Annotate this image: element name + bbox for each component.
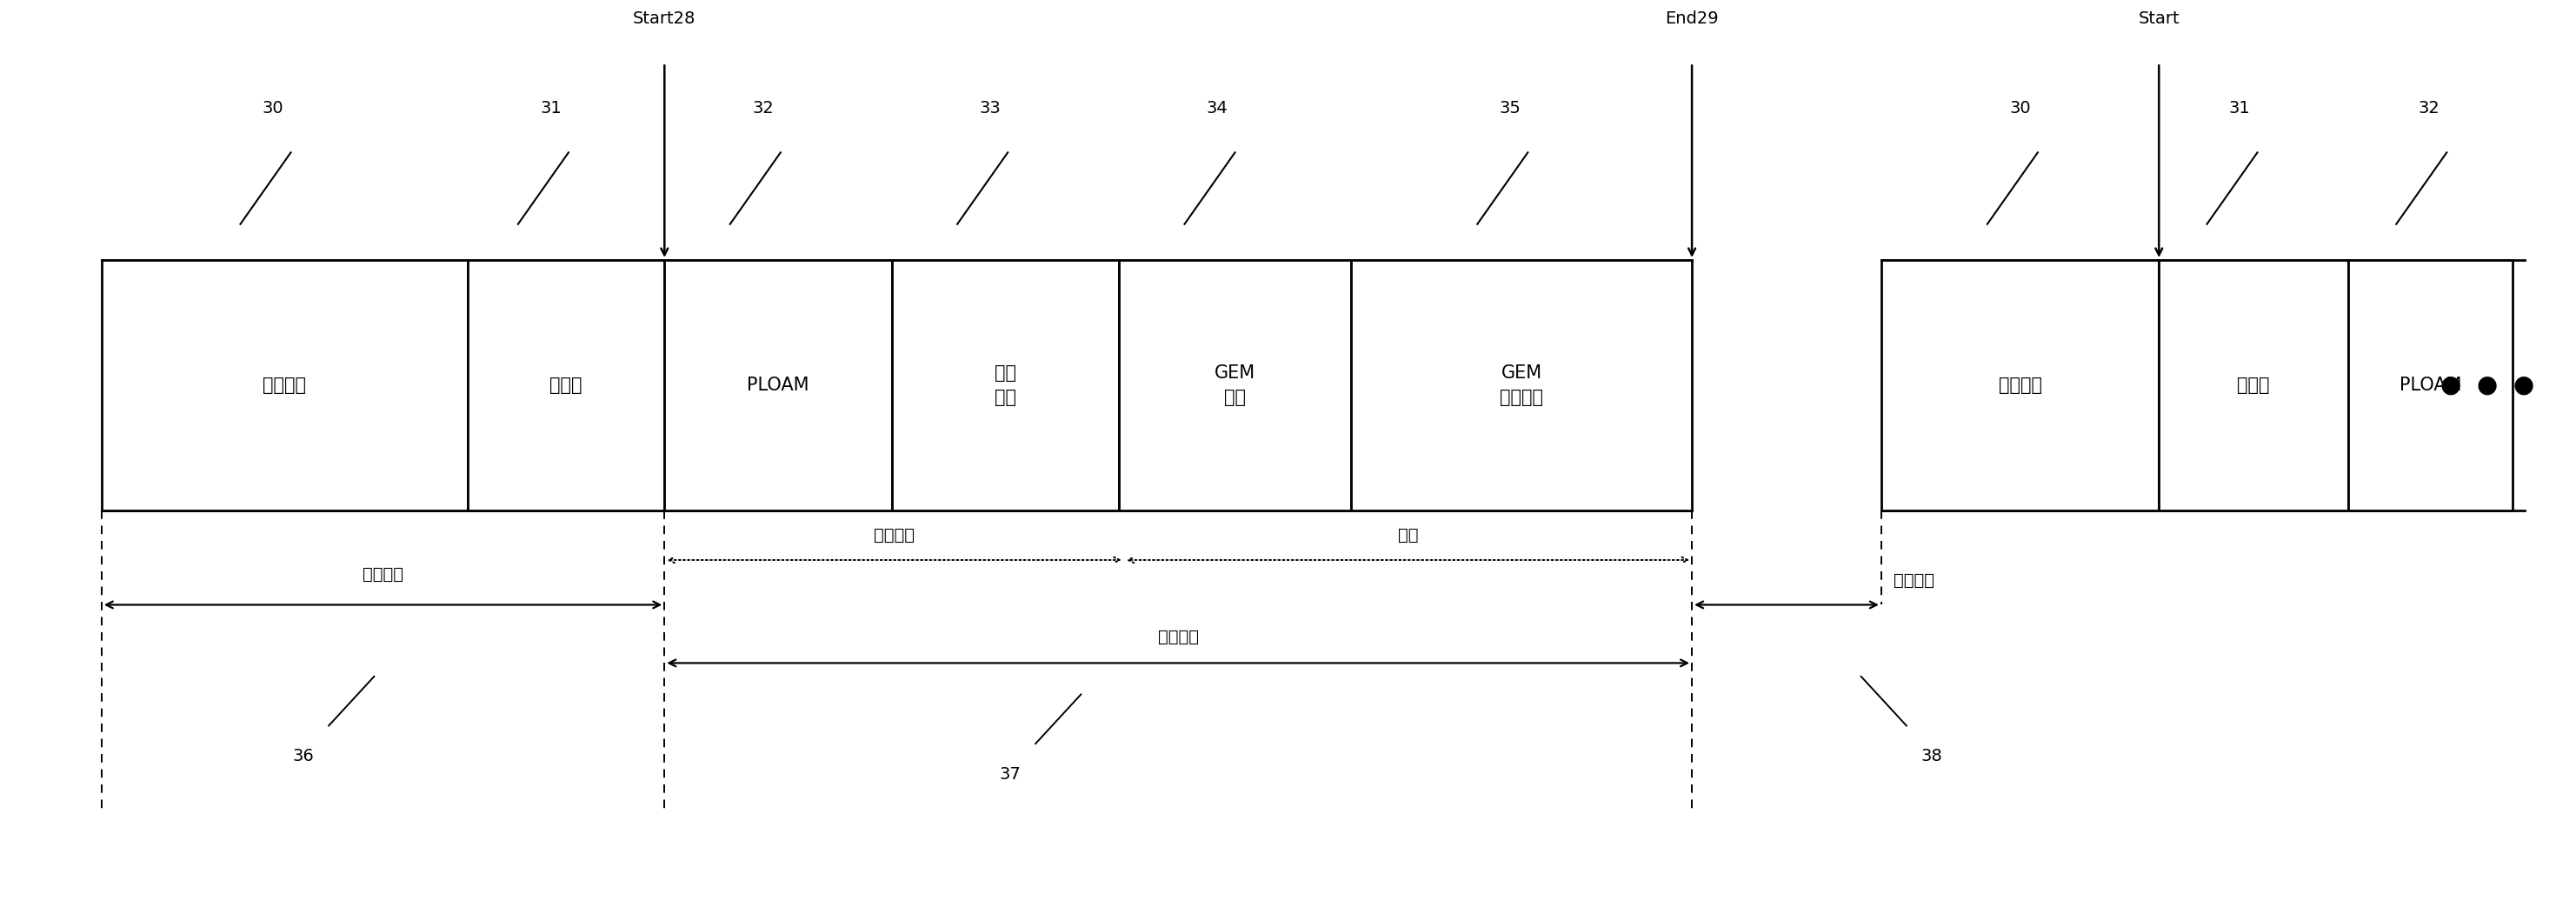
Text: 36: 36 [294, 748, 314, 765]
Text: 32: 32 [752, 101, 773, 117]
Text: Start: Start [2138, 11, 2179, 27]
Text: 突发开销: 突发开销 [363, 566, 404, 582]
Text: 定界符: 定界符 [2239, 377, 2269, 394]
Text: 保护时间: 保护时间 [1893, 572, 1935, 589]
Text: End29: End29 [1664, 11, 1718, 27]
Bar [469, 260, 665, 511]
Bar [2349, 260, 2512, 511]
Bar [1350, 260, 1692, 511]
Text: GEM
有效负荷: GEM 有效负荷 [1499, 365, 1543, 406]
Bar [891, 260, 1118, 511]
Bar [1880, 260, 2159, 511]
Bar [1118, 260, 1350, 511]
Text: PLOAM: PLOAM [747, 377, 809, 394]
Text: 31: 31 [541, 101, 562, 117]
Text: GEM
报头: GEM 报头 [1213, 365, 1255, 406]
Text: 30: 30 [263, 101, 283, 117]
Text: 前同步码: 前同步码 [263, 377, 307, 394]
Bar [100, 260, 469, 511]
Text: 32: 32 [2419, 101, 2439, 117]
Text: 34: 34 [1206, 101, 1229, 117]
Text: 35: 35 [1499, 101, 1520, 117]
Text: ●  ●  ●: ● ● ● [2439, 373, 2535, 398]
Bar [665, 260, 891, 511]
Text: 信号: 信号 [1399, 527, 1419, 544]
Text: PLOAM: PLOAM [2398, 377, 2463, 394]
Text: 38: 38 [1922, 748, 1942, 765]
Text: 控制信号: 控制信号 [873, 527, 914, 544]
Text: 31: 31 [2228, 101, 2251, 117]
Text: 突发数据: 突发数据 [1157, 629, 1198, 645]
Text: Start28: Start28 [634, 11, 696, 27]
Text: 33: 33 [979, 101, 1002, 117]
Text: 37: 37 [999, 766, 1020, 782]
Text: 队列
长度: 队列 长度 [994, 365, 1015, 406]
Text: 30: 30 [2009, 101, 2030, 117]
Text: 定界符: 定界符 [549, 377, 582, 394]
Bar [2159, 260, 2349, 511]
Text: 前同步码: 前同步码 [1999, 377, 2043, 394]
